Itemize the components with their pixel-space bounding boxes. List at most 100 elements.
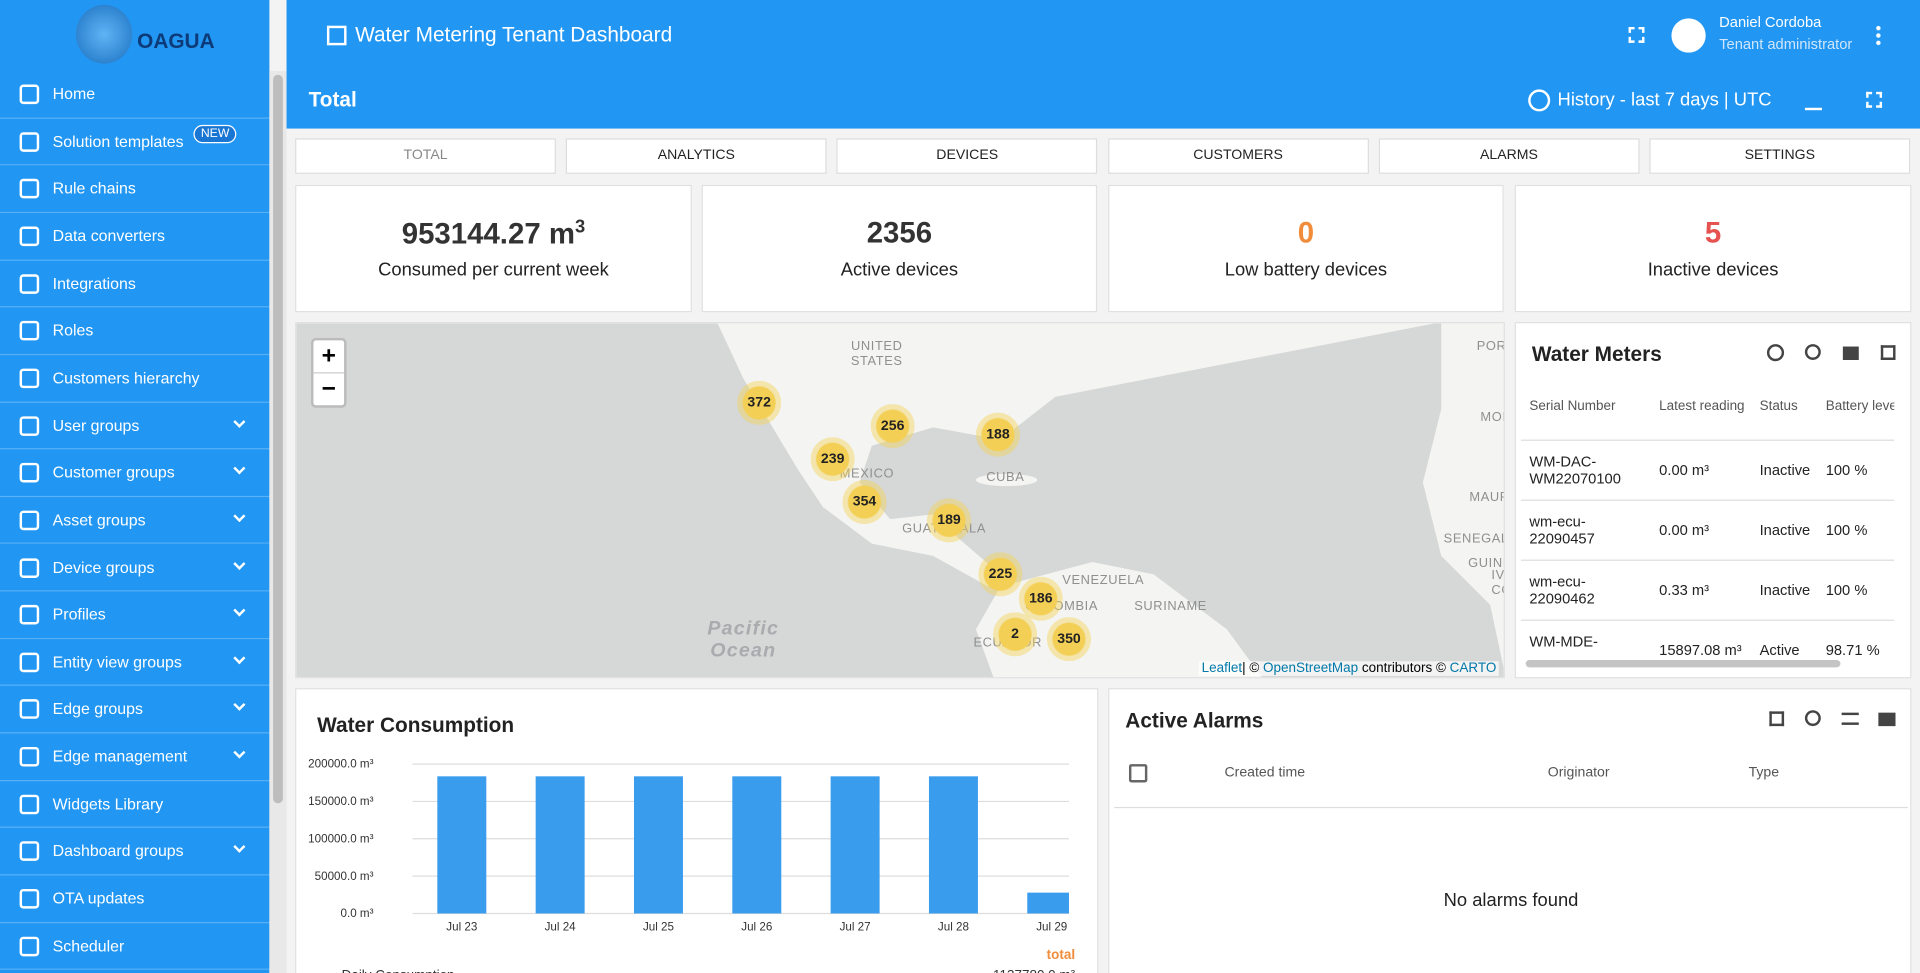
column-header[interactable]: Originator (1547, 765, 1610, 781)
tab[interactable]: ALARMS (1378, 138, 1640, 174)
nav-item[interactable]: Edge groups (0, 686, 270, 734)
marker-cluster[interactable]: 189 (926, 498, 972, 543)
map-label: IVO COA (1491, 568, 1505, 598)
nav-item[interactable]: Dashboard groups (0, 828, 270, 876)
stat-value: 953144.27 m3 (296, 217, 690, 252)
nav-item[interactable]: Customer groups (0, 450, 270, 497)
nav-item[interactable]: Solution templates NEW (0, 118, 270, 166)
marker-cluster[interactable]: 354 (842, 480, 887, 525)
bar (830, 776, 880, 914)
nav-item[interactable]: Home (0, 71, 270, 119)
nav-icon (19, 557, 40, 578)
scroll-thumb[interactable] (273, 74, 283, 804)
y-tick-label: 50000.0 m³ (315, 870, 374, 883)
expand-chevron[interactable] (233, 699, 246, 712)
nav-item[interactable]: Integrations (0, 260, 270, 308)
marker-cluster[interactable]: 350 (1046, 617, 1092, 662)
fullscreen-button[interactable] (1866, 91, 1883, 108)
h-scrollbar[interactable] (1525, 660, 1841, 668)
x-tick-label: Jul 25 (643, 921, 674, 934)
fullscreen-button[interactable] (1628, 26, 1645, 43)
bar (633, 776, 683, 914)
history-icon[interactable] (1528, 89, 1551, 112)
tab[interactable]: DEVICES (836, 138, 1098, 174)
zoom-out[interactable]: − (321, 375, 336, 403)
select-all-checkbox[interactable] (1128, 764, 1148, 783)
attribution-text[interactable]: Leaflet (1201, 661, 1243, 676)
nav-icon (19, 699, 40, 720)
stat-value: 2356 (703, 217, 1096, 251)
nav-item[interactable]: Edge management (0, 734, 270, 781)
add-button[interactable] (1766, 344, 1785, 362)
nav-item[interactable]: OTA updates (0, 876, 270, 923)
y-tick-label: 200000.0 m³ (308, 758, 373, 771)
nav-item[interactable]: Asset groups (0, 497, 270, 545)
search-button[interactable] (1804, 710, 1821, 727)
map[interactable]: + − Leaflet| © OpenStreetMap contributor… (295, 322, 1505, 679)
nav-item[interactable]: User groups (0, 402, 270, 450)
fullscreen-button[interactable] (1769, 711, 1785, 727)
columns-button[interactable] (1878, 712, 1896, 727)
avatar[interactable] (1671, 18, 1706, 53)
stat-value: 5 (1516, 217, 1910, 251)
attribution-text[interactable]: OpenStreetMap (1263, 661, 1359, 676)
nav-icon (19, 794, 40, 814)
stat-label: Consumed per current week (378, 259, 609, 281)
expand-chevron[interactable] (233, 557, 246, 570)
nav-label: Edge management (52, 747, 188, 766)
menu-button[interactable] (1875, 24, 1881, 47)
column-header[interactable]: Created time (1224, 765, 1306, 781)
tab[interactable]: CUSTOMERS (1107, 138, 1369, 174)
marker-cluster[interactable]: 2 (993, 612, 1038, 657)
nav-item[interactable]: Rule chains (0, 166, 270, 213)
tab[interactable]: SETTINGS (1649, 138, 1911, 174)
map-label: CUBA (986, 470, 1025, 485)
nav-item[interactable]: Scheduler (0, 923, 270, 971)
map-label: MAURITAN (1469, 489, 1503, 505)
attribution-text[interactable]: CARTO (1449, 661, 1497, 676)
columns-button[interactable] (1842, 346, 1859, 361)
marker-cluster[interactable]: 186 (1018, 576, 1063, 621)
nav-item[interactable]: Data converters (0, 213, 270, 261)
nav-item[interactable]: Entity view groups (0, 639, 270, 687)
column-header[interactable]: Serial Number (1529, 399, 1616, 414)
marker-cluster[interactable]: 225 (978, 552, 1023, 597)
x-tick-label: Jul 24 (545, 921, 577, 934)
column-header[interactable]: Latest reading (1659, 399, 1745, 414)
fullscreen-button[interactable] (1880, 345, 1896, 361)
expand-chevron[interactable] (233, 651, 246, 664)
expand-chevron[interactable] (233, 841, 246, 854)
expand-chevron[interactable] (233, 509, 246, 522)
nav-item[interactable]: Profiles (0, 592, 270, 639)
expand-chevron[interactable] (233, 746, 246, 759)
nav-item[interactable]: Device groups (0, 544, 270, 592)
column-header[interactable]: Type (1748, 765, 1780, 781)
tab[interactable]: ANALYTICS (565, 138, 827, 174)
column-header[interactable]: Battery level (1825, 399, 1895, 414)
nav-label: Solution templates (52, 131, 184, 151)
header: Water Metering Tenant Dashboard Daniel C… (286, 0, 1920, 129)
expand-chevron[interactable] (233, 462, 246, 475)
filter-button[interactable] (1841, 712, 1859, 725)
nav-item[interactable]: Customers hierarchy (0, 355, 270, 403)
map-label: VENEZUELA (1062, 573, 1145, 588)
history-button[interactable]: History - last 7 days | UTC (1557, 89, 1772, 111)
download-button[interactable] (1804, 91, 1823, 111)
stat-value-text: 5 (1704, 216, 1722, 250)
expand-chevron[interactable] (233, 604, 246, 617)
stat-value-text: 953144.27 m (401, 217, 575, 252)
search-button[interactable] (1804, 344, 1821, 361)
zoom-in[interactable]: + (313, 340, 345, 374)
expand-chevron[interactable] (233, 415, 246, 428)
marker-cluster[interactable]: 372 (737, 380, 782, 425)
marker-cluster[interactable]: 256 (870, 404, 915, 449)
nav-item[interactable]: Widgets Library (0, 781, 270, 829)
marker-cluster[interactable]: 239 (810, 437, 855, 482)
nav-icon (19, 415, 40, 436)
tab[interactable]: TOTAL (295, 138, 556, 174)
nav-item[interactable]: Roles (0, 308, 270, 355)
marker-cluster[interactable]: 188 (975, 412, 1021, 457)
x-tick-label: Jul 26 (741, 921, 772, 934)
column-header[interactable]: Status (1759, 399, 1798, 414)
